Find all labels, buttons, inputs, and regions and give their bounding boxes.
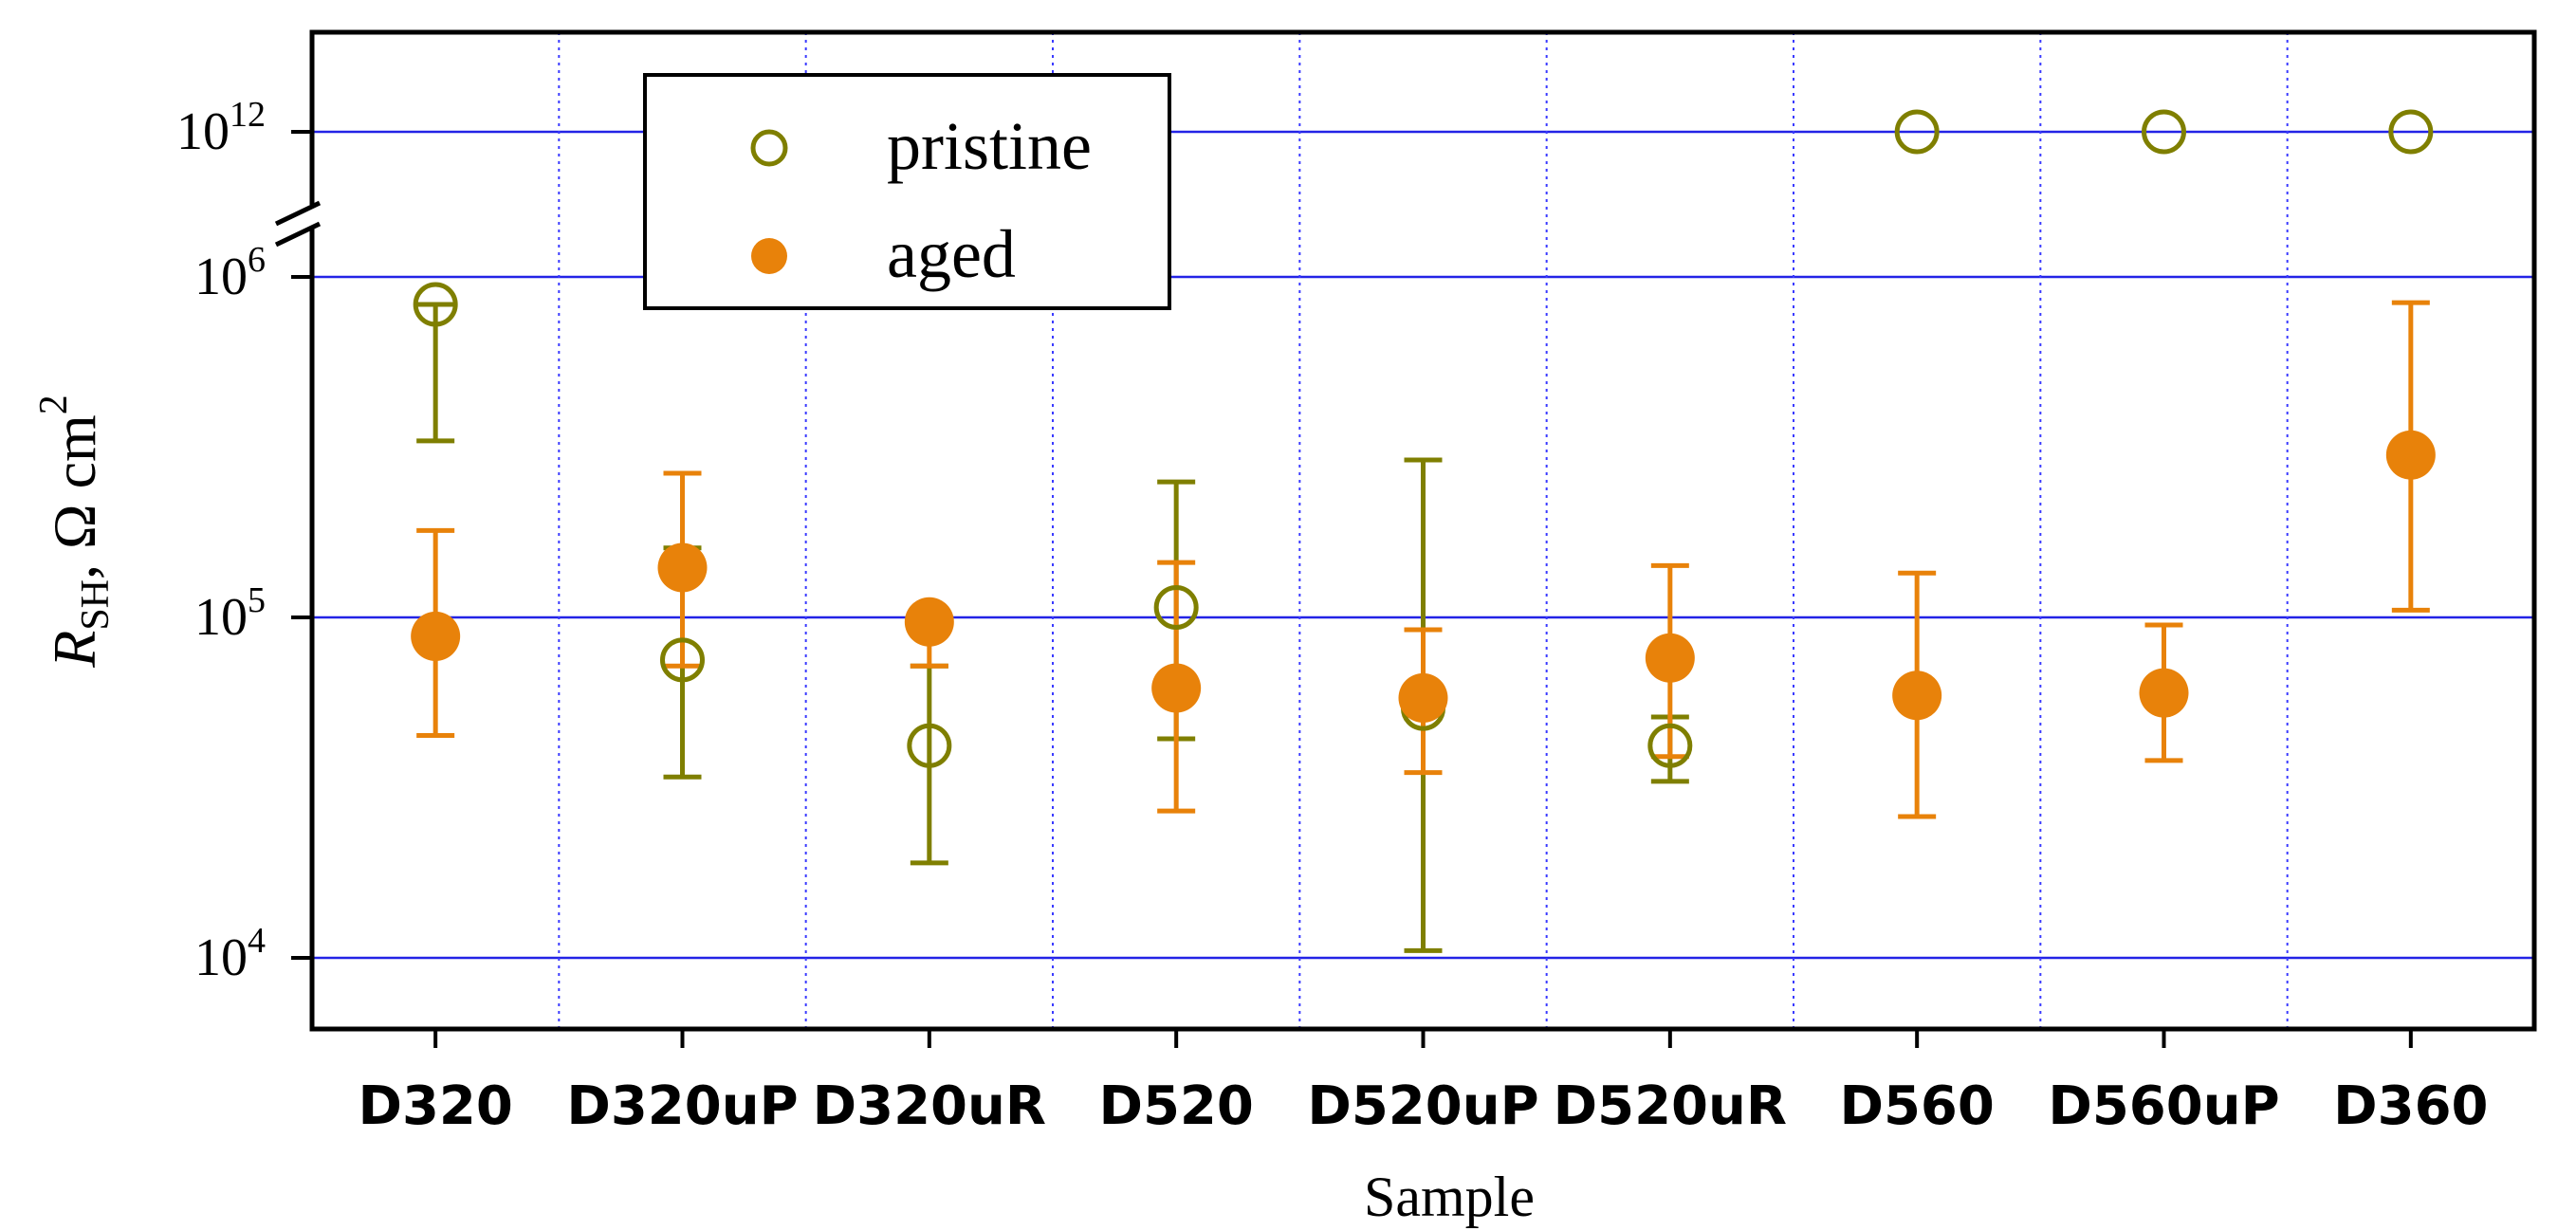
x-tick-label-D320uP: D320uP — [566, 1075, 798, 1137]
axis-break-slash-1 — [274, 200, 322, 227]
point-pristine-D320 — [413, 282, 458, 327]
point-pristine-D320uP — [660, 637, 705, 683]
markers — [411, 109, 2436, 768]
legend-label-aged: aged — [887, 216, 1016, 292]
x-tick-label-D560: D560 — [1839, 1075, 1994, 1137]
x-tick-label-D520: D520 — [1098, 1075, 1253, 1137]
point-aged-D360 — [2385, 430, 2436, 480]
legend-label-pristine: pristine — [887, 108, 1092, 184]
point-aged-D520uP — [1398, 672, 1448, 723]
point-pristine-D320uR — [907, 723, 952, 768]
point-pristine-D360 — [2388, 109, 2434, 155]
axis-break-slash-2 — [274, 221, 322, 248]
point-aged-D320uP — [657, 542, 708, 593]
point-aged-D560uP — [2139, 668, 2189, 718]
point-aged-D560 — [1892, 671, 1942, 721]
y-tick-label-4: 104 — [194, 921, 266, 987]
point-aged-D320 — [411, 611, 461, 661]
x-tick-label-D360: D360 — [2333, 1075, 2488, 1137]
axis-break-mark — [274, 200, 322, 248]
x-axis-ticks: D320 D320uP D320uR D520 D520uP D520uR D560 D560… — [358, 1029, 2489, 1137]
legend-marker-pristine — [750, 129, 788, 167]
y-axis-title: RSH, Ω cm2 — [32, 395, 118, 669]
x-tick-label-D320: D320 — [358, 1075, 512, 1137]
x-axis-title: Sample — [1364, 1166, 1535, 1228]
point-pristine-D520uR — [1647, 723, 1693, 768]
legend-marker-aged — [751, 238, 787, 274]
point-pristine-D560uP — [2142, 109, 2186, 155]
legend-box — [643, 73, 1171, 310]
error-bars — [416, 300, 2430, 953]
y-tick-label-6: 106 — [194, 240, 266, 306]
x-tick-label-D560uP: D560uP — [2048, 1075, 2279, 1137]
y-tick-label-5: 105 — [194, 580, 266, 647]
y-axis-ticks: 104 105 106 1012 — [176, 95, 312, 987]
x-tick-label-D320uR: D320uR — [813, 1075, 1046, 1137]
point-aged-D520uR — [1645, 633, 1695, 683]
y-tick-label-12: 1012 — [176, 95, 266, 161]
point-pristine-D520 — [1153, 584, 1199, 630]
point-aged-D520 — [1151, 663, 1202, 713]
x-tick-label-D520uR: D520uR — [1554, 1075, 1787, 1137]
x-tick-label-D520uP: D520uP — [1307, 1075, 1538, 1137]
point-pristine-D560 — [1894, 109, 1940, 155]
point-aged-D320uR — [904, 597, 954, 647]
legend: pristine aged — [643, 73, 1171, 310]
